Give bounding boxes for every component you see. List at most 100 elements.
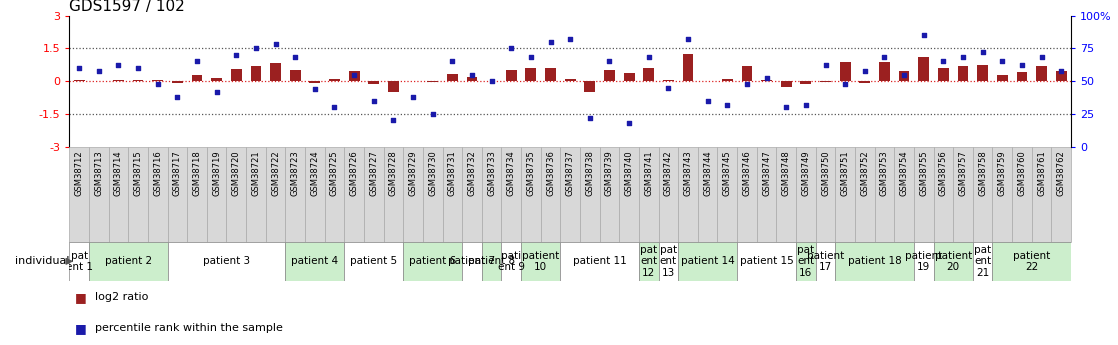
Text: GSM38718: GSM38718	[192, 150, 201, 196]
Point	[325, 105, 343, 110]
Text: patient
22: patient 22	[1013, 250, 1051, 272]
Bar	[285, 147, 305, 242]
Text: GSM38717: GSM38717	[173, 150, 182, 196]
Text: log2 ratio: log2 ratio	[95, 292, 149, 302]
Point	[935, 59, 953, 64]
Text: GSM38712: GSM38712	[75, 150, 84, 196]
Point	[1033, 55, 1051, 60]
Text: GSM38754: GSM38754	[900, 150, 909, 196]
Point	[1052, 68, 1070, 73]
Bar	[521, 147, 541, 242]
Bar	[835, 241, 913, 281]
Bar	[191, 75, 202, 81]
Text: GSM38740: GSM38740	[625, 150, 634, 196]
Text: GSM38735: GSM38735	[527, 150, 536, 196]
Point	[502, 46, 520, 51]
Bar	[89, 147, 108, 242]
Bar	[741, 66, 752, 81]
Bar	[310, 81, 320, 83]
Text: GSM38713: GSM38713	[94, 150, 103, 196]
Text: GSM38744: GSM38744	[703, 150, 712, 196]
Text: patient 4: patient 4	[292, 256, 339, 266]
Point	[424, 111, 442, 117]
Bar	[1055, 71, 1067, 81]
Point	[836, 81, 854, 87]
Text: patient 8: patient 8	[468, 256, 515, 266]
Point	[385, 118, 402, 123]
Point	[463, 72, 481, 77]
Bar	[69, 241, 89, 281]
Point	[954, 55, 972, 60]
Bar	[187, 147, 207, 242]
Text: GSM38737: GSM38737	[566, 150, 575, 196]
Bar	[505, 70, 517, 81]
Text: pat
ent
13: pat ent 13	[660, 245, 678, 278]
Text: patient 5: patient 5	[350, 256, 397, 266]
Point	[345, 72, 363, 77]
Bar	[482, 147, 502, 242]
Point	[974, 49, 992, 55]
Text: GSM38724: GSM38724	[311, 150, 320, 196]
Bar	[388, 81, 399, 92]
Bar	[133, 80, 143, 81]
Bar	[447, 74, 457, 81]
Bar	[462, 241, 482, 281]
Bar	[168, 147, 187, 242]
Point	[541, 39, 559, 45]
Bar	[404, 147, 423, 242]
Bar	[349, 71, 360, 81]
Point	[188, 59, 206, 64]
Bar	[250, 66, 262, 81]
Text: ■: ■	[75, 290, 87, 304]
Bar	[148, 147, 168, 242]
Bar	[290, 70, 301, 81]
Point	[896, 72, 913, 77]
Point	[89, 68, 107, 73]
Bar	[580, 147, 599, 242]
Text: GSM38759: GSM38759	[997, 150, 1007, 196]
Text: GSM38716: GSM38716	[153, 150, 162, 196]
Bar	[934, 147, 954, 242]
Bar	[69, 147, 89, 242]
Text: GSM38750: GSM38750	[821, 150, 830, 196]
Text: pat
ent
21: pat ent 21	[974, 245, 992, 278]
Text: GSM38721: GSM38721	[252, 150, 260, 196]
Point	[856, 68, 874, 73]
Bar	[207, 147, 227, 242]
Bar	[855, 147, 874, 242]
Text: GSM38762: GSM38762	[1057, 150, 1065, 196]
Bar	[560, 241, 638, 281]
Point	[758, 76, 776, 81]
Text: patient
20: patient 20	[935, 250, 972, 272]
Bar	[541, 147, 560, 242]
Text: patient 11: patient 11	[572, 256, 626, 266]
Text: GSM38715: GSM38715	[133, 150, 143, 196]
Text: GSM38729: GSM38729	[408, 150, 417, 196]
Text: GSM38743: GSM38743	[683, 150, 692, 196]
Point	[679, 36, 697, 42]
Bar	[108, 147, 129, 242]
Bar	[129, 147, 148, 242]
Text: pat
ent
12: pat ent 12	[641, 245, 657, 278]
Point	[994, 59, 1012, 64]
Bar	[443, 147, 462, 242]
Bar	[977, 65, 988, 81]
Bar	[271, 63, 281, 81]
Point	[404, 94, 421, 100]
Bar	[604, 70, 615, 81]
Text: GSM38746: GSM38746	[742, 150, 751, 196]
Text: patient 6: patient 6	[409, 256, 456, 266]
Text: patient
19: patient 19	[906, 250, 942, 272]
Bar	[266, 147, 285, 242]
Bar	[324, 147, 344, 242]
Bar	[462, 147, 482, 242]
Bar	[659, 241, 679, 281]
Bar	[246, 147, 266, 242]
Bar	[835, 147, 855, 242]
Text: GSM38751: GSM38751	[841, 150, 850, 196]
Point	[777, 105, 795, 110]
Bar	[1036, 66, 1046, 81]
Point	[306, 86, 324, 92]
Bar	[816, 241, 835, 281]
Point	[915, 32, 932, 38]
